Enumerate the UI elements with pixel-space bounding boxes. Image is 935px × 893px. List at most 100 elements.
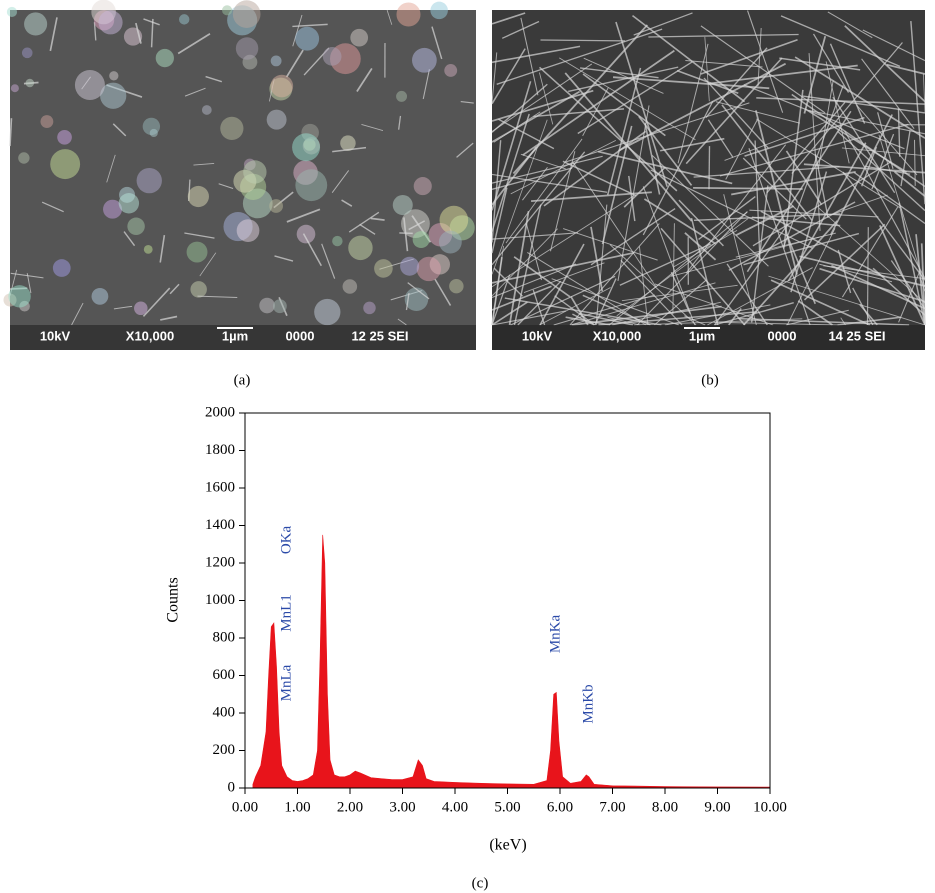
texture xyxy=(236,37,258,59)
texture xyxy=(22,48,33,59)
x-tick-label: 3.00 xyxy=(389,799,415,815)
texture xyxy=(374,259,393,278)
texture xyxy=(24,12,47,35)
image-info: X10,000 xyxy=(126,328,174,343)
texture xyxy=(323,47,342,66)
texture xyxy=(127,218,144,235)
x-tick-label: 4.00 xyxy=(442,799,468,815)
texture xyxy=(414,177,432,195)
texture xyxy=(134,302,148,316)
texture xyxy=(18,152,29,163)
texture xyxy=(273,299,287,313)
y-tick-label: 1200 xyxy=(205,554,235,570)
texture xyxy=(57,130,72,145)
texture xyxy=(348,236,372,260)
texture xyxy=(400,257,419,276)
panel-label: (a) xyxy=(234,372,251,388)
x-tick-label: 7.00 xyxy=(599,799,625,815)
texture xyxy=(53,259,71,277)
texture xyxy=(270,75,293,98)
panel-label: (b) xyxy=(701,372,719,388)
texture xyxy=(202,105,212,115)
texture xyxy=(444,64,457,77)
texture xyxy=(119,193,139,213)
image-info: 0000 xyxy=(768,328,797,343)
image-info: 10kV xyxy=(522,328,553,343)
y-tick-label: 1000 xyxy=(205,592,235,608)
y-tick-label: 400 xyxy=(213,704,236,720)
figure: (a) (b) (c) (keV) Counts 10kV X10,000 1µm 0… xyxy=(0,0,935,893)
y-tick-label: 600 xyxy=(213,667,236,683)
texture xyxy=(314,299,340,325)
texture xyxy=(243,160,266,183)
peak-label: MnKa xyxy=(547,614,563,653)
y-tick-label: 1600 xyxy=(205,479,235,495)
texture xyxy=(144,245,153,254)
peak-label: MnL1 xyxy=(278,594,294,632)
texture xyxy=(295,27,319,51)
texture xyxy=(222,5,232,15)
texture xyxy=(363,302,375,314)
texture xyxy=(98,10,122,34)
texture xyxy=(26,79,35,88)
texture xyxy=(75,70,105,100)
texture xyxy=(7,7,17,17)
spectrum xyxy=(253,535,770,788)
texture xyxy=(440,206,469,235)
x-axis-title: (keV) xyxy=(489,837,526,854)
texture xyxy=(540,40,625,41)
texture xyxy=(150,129,158,137)
image-info: 12 25 SEI xyxy=(351,328,408,343)
x-tick-label: 6.00 xyxy=(547,799,573,815)
texture xyxy=(295,169,327,201)
texture xyxy=(439,231,462,254)
texture xyxy=(343,279,358,294)
texture xyxy=(137,168,162,193)
texture xyxy=(393,195,413,215)
texture xyxy=(292,133,320,161)
texture xyxy=(92,288,109,305)
peak-label: MnKb xyxy=(580,684,596,723)
texture xyxy=(40,115,53,128)
texture xyxy=(396,91,407,102)
x-tick-label: 8.00 xyxy=(652,799,678,815)
texture xyxy=(190,281,206,297)
texture xyxy=(271,55,282,66)
image-info: 1µm xyxy=(222,328,248,343)
panel-label: (c) xyxy=(472,875,489,891)
x-tick-label: 1.00 xyxy=(284,799,310,815)
texture xyxy=(412,48,437,73)
texture xyxy=(233,0,261,28)
texture xyxy=(396,2,420,26)
texture xyxy=(156,49,174,67)
x-tick-label: 9.00 xyxy=(704,799,730,815)
texture xyxy=(179,14,189,24)
y-tick-label: 0 xyxy=(228,779,236,795)
texture xyxy=(332,236,342,246)
y-tick-label: 2000 xyxy=(205,404,235,420)
texture xyxy=(220,117,243,140)
texture xyxy=(109,71,118,80)
image-info: X10,000 xyxy=(593,328,641,343)
y-tick-label: 1400 xyxy=(205,517,235,533)
texture xyxy=(259,298,275,314)
x-tick-label: 10.00 xyxy=(753,799,787,815)
texture xyxy=(267,110,287,130)
texture xyxy=(50,149,80,179)
texture xyxy=(430,2,448,20)
texture xyxy=(11,84,19,92)
image-info: 0000 xyxy=(286,328,315,343)
y-tick-label: 200 xyxy=(213,742,236,758)
y-tick-label: 800 xyxy=(213,629,236,645)
texture xyxy=(187,242,208,263)
y-axis-title: Counts xyxy=(165,577,182,622)
texture xyxy=(350,29,368,47)
texture xyxy=(188,186,209,207)
texture xyxy=(269,199,283,213)
texture xyxy=(413,231,430,248)
texture xyxy=(8,285,30,307)
texture xyxy=(237,219,260,242)
y-tick-label: 1800 xyxy=(205,442,235,458)
image-info: 1µm xyxy=(689,328,715,343)
image-info: 14 25 SEI xyxy=(828,328,885,343)
